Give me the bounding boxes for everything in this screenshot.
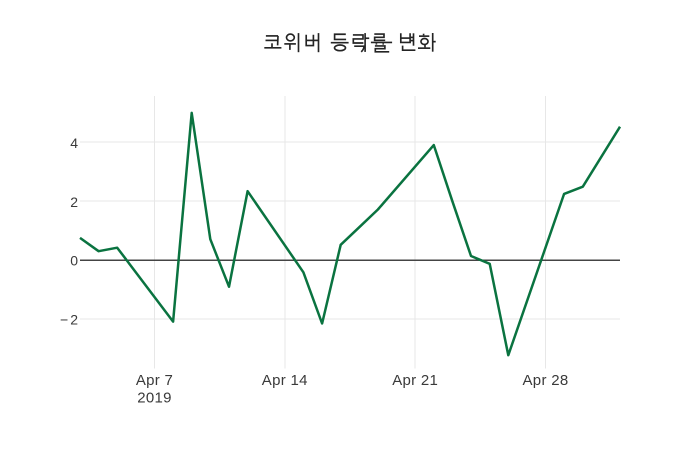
svg-text:2: 2 xyxy=(70,194,78,210)
svg-text:−: − xyxy=(60,312,68,328)
svg-text:4: 4 xyxy=(70,135,78,151)
svg-text:2019: 2019 xyxy=(137,390,172,407)
svg-text:Apr 21: Apr 21 xyxy=(392,372,438,389)
svg-text:2: 2 xyxy=(70,312,78,328)
svg-text:0: 0 xyxy=(70,252,78,268)
svg-text:Apr 14: Apr 14 xyxy=(262,372,308,389)
svg-text:Apr 7: Apr 7 xyxy=(136,372,173,389)
svg-text:Apr 28: Apr 28 xyxy=(523,372,569,389)
